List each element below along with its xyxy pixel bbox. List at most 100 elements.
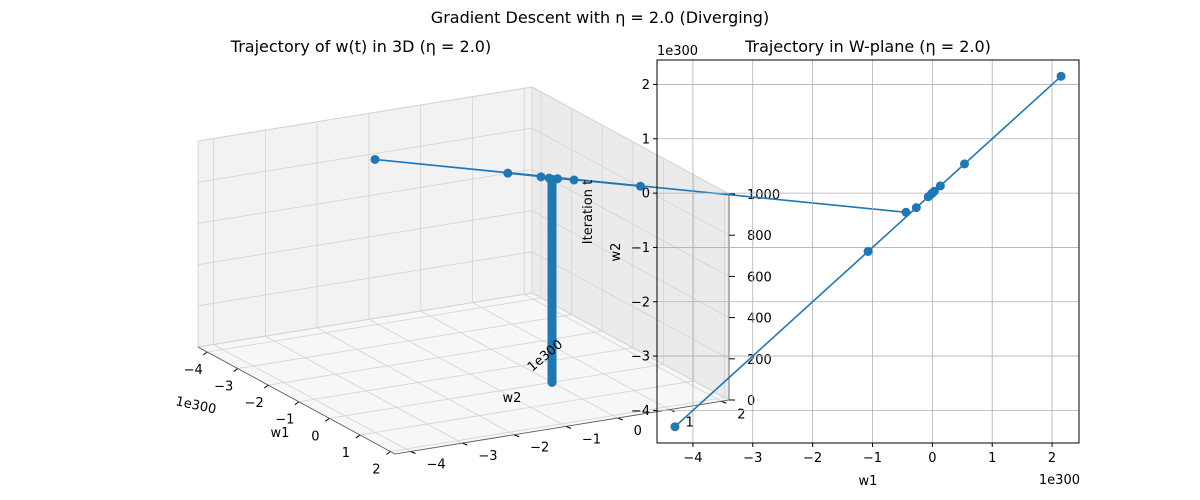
data-point-3d: [547, 192, 557, 202]
x-tick-label-3d: 2: [372, 463, 380, 478]
y-tick-label-3d: −4: [427, 457, 446, 472]
z-gridline-left-3d: [197, 169, 533, 224]
x-gridline-floor-3d: [237, 314, 572, 369]
x-tick-label-3d: −3: [214, 380, 233, 395]
x-tick-label-3d: −2: [245, 396, 264, 411]
data-point-2d: [935, 181, 945, 191]
data-point-3d: [370, 154, 380, 164]
data-point-2d: [863, 246, 873, 256]
y-axis-label-3d: w2: [503, 391, 522, 406]
y-tick-mark-3d: [721, 400, 727, 404]
series-3d: [370, 154, 911, 387]
x-tick-label-3d: −1: [275, 413, 294, 428]
data-point-3d: [544, 173, 554, 183]
y-tick-label-2d: 0: [642, 187, 650, 202]
z-gridline-left-3d: [197, 127, 533, 183]
x-gridline-floor-3d: [390, 397, 725, 452]
x-tick-label-2d: −1: [863, 451, 882, 466]
data-point-3d: [547, 316, 557, 326]
y-tick-label-3d: 1: [685, 416, 693, 431]
data-point-2d: [670, 422, 680, 432]
z-gridline-left-3d: [197, 86, 533, 142]
data-point-3d: [569, 175, 579, 185]
plot-frame-2d: [656, 59, 1080, 444]
x-offset-text-2d: 1e300: [1039, 473, 1080, 488]
y-gridline-floor-3d: [472, 302, 670, 410]
z-gridline-back-3d: [531, 169, 730, 277]
x-tick-mark-3d: [294, 401, 300, 406]
chart-2d-title: Trajectory in W-plane (η = 2.0): [744, 37, 991, 56]
x-axis-label-3d: w1: [271, 426, 290, 441]
y-tick-label-2d: 2: [642, 78, 650, 93]
z-gridline-back-3d: [531, 86, 730, 195]
x-gridline-floor-3d: [329, 363, 664, 419]
data-point-3d: [503, 168, 513, 178]
y-tick-mark-3d: [410, 451, 416, 454]
x-tick-mark-3d: [386, 451, 391, 455]
x-axis-label-2d: w1: [859, 474, 878, 489]
y-tick-label-2d: −2: [631, 295, 650, 310]
data-point-3d: [547, 285, 557, 295]
z-tick-label-3d: 600: [747, 270, 772, 285]
chart-3d: Trajectory of w(t) in 3D (η = 2.0) −4−3−…: [174, 37, 911, 478]
z-tick-label-3d: 0: [747, 394, 755, 409]
data-point-2d: [959, 159, 969, 169]
x-tick-label-2d: −4: [683, 451, 702, 466]
x-tick-mark-3d: [355, 434, 361, 439]
figure-title: Gradient Descent with η = 2.0 (Diverging…: [431, 8, 769, 27]
x-tick-label-2d: −2: [803, 451, 822, 466]
y-gridline-floor-3d: [368, 319, 567, 427]
data-point-3d: [536, 172, 546, 182]
x-tick-label-3d: 1: [342, 446, 350, 461]
gridlines-3d: [197, 86, 730, 452]
data-point-2d: [911, 203, 921, 213]
y-gridline-floor-3d: [213, 344, 411, 452]
series-2d: [670, 71, 1066, 432]
x-tick-label-2d: −3: [743, 451, 762, 466]
z-tick-label-3d: 400: [747, 312, 772, 327]
y-tick-label-3d: −1: [582, 432, 601, 447]
z-gridline-back-3d: [531, 127, 730, 236]
x-tick-label-3d: −4: [184, 363, 203, 378]
data-point-3d: [547, 377, 557, 387]
axis-edge-3d: [197, 346, 396, 455]
x-tick-label-2d: 1: [988, 451, 996, 466]
x-tick-label-2d: 2: [1048, 451, 1056, 466]
z-gridline-back-3d: [531, 292, 730, 401]
chart-2d: Trajectory in W-plane (η = 2.0) −4 −4 −3 −3…: [609, 37, 1080, 489]
x-tick-label-3d: 0: [311, 429, 319, 444]
x-tick-mark-3d: [263, 384, 269, 389]
y-gridline-floor-3d: [524, 293, 722, 402]
data-point-2d: [929, 186, 939, 196]
data-point-2d: [923, 192, 933, 202]
axis-edge-3d: [394, 399, 730, 455]
y-tick-mark-3d: [617, 417, 623, 421]
ticks-2d: −4 −4 −3 −3 −2 −2 −1 −1 0 0 1 1 2 2: [631, 78, 1056, 466]
y-gridline-floor-3d: [420, 310, 618, 419]
gridlines-2d: [657, 60, 1079, 443]
y-offset-text-2d: 1e300: [657, 44, 698, 59]
data-point-3d: [553, 174, 563, 184]
y-tick-label-3d: −3: [478, 449, 497, 464]
z-gridline-left-3d: [197, 251, 533, 307]
data-point-3d: [547, 346, 557, 356]
y-tick-label-2d: −1: [631, 241, 650, 256]
z-tick-label-3d: 200: [747, 353, 772, 368]
x-offset-text-3d: 1e300: [174, 394, 217, 417]
z-gridline-back-3d: [531, 251, 730, 360]
y-tick-label-3d: 0: [634, 424, 642, 439]
data-point-3d: [901, 207, 911, 217]
x-gridline-floor-3d: [207, 297, 542, 353]
y-gridline-floor-3d: [316, 327, 515, 436]
x-gridline-floor-3d: [268, 330, 603, 386]
x-tick-mark-3d: [233, 368, 239, 372]
z-gridline-left-3d: [197, 210, 533, 265]
data-point-3d: [547, 223, 557, 233]
z-gridline-back-3d: [531, 210, 730, 318]
chart-3d-title: Trajectory of w(t) in 3D (η = 2.0): [230, 37, 491, 56]
x-gridline-floor-3d: [359, 380, 694, 436]
x-tick-mark-3d: [202, 351, 208, 356]
data-point-2d: [1056, 71, 1066, 81]
x-tick-label-2d: 0: [928, 451, 936, 466]
